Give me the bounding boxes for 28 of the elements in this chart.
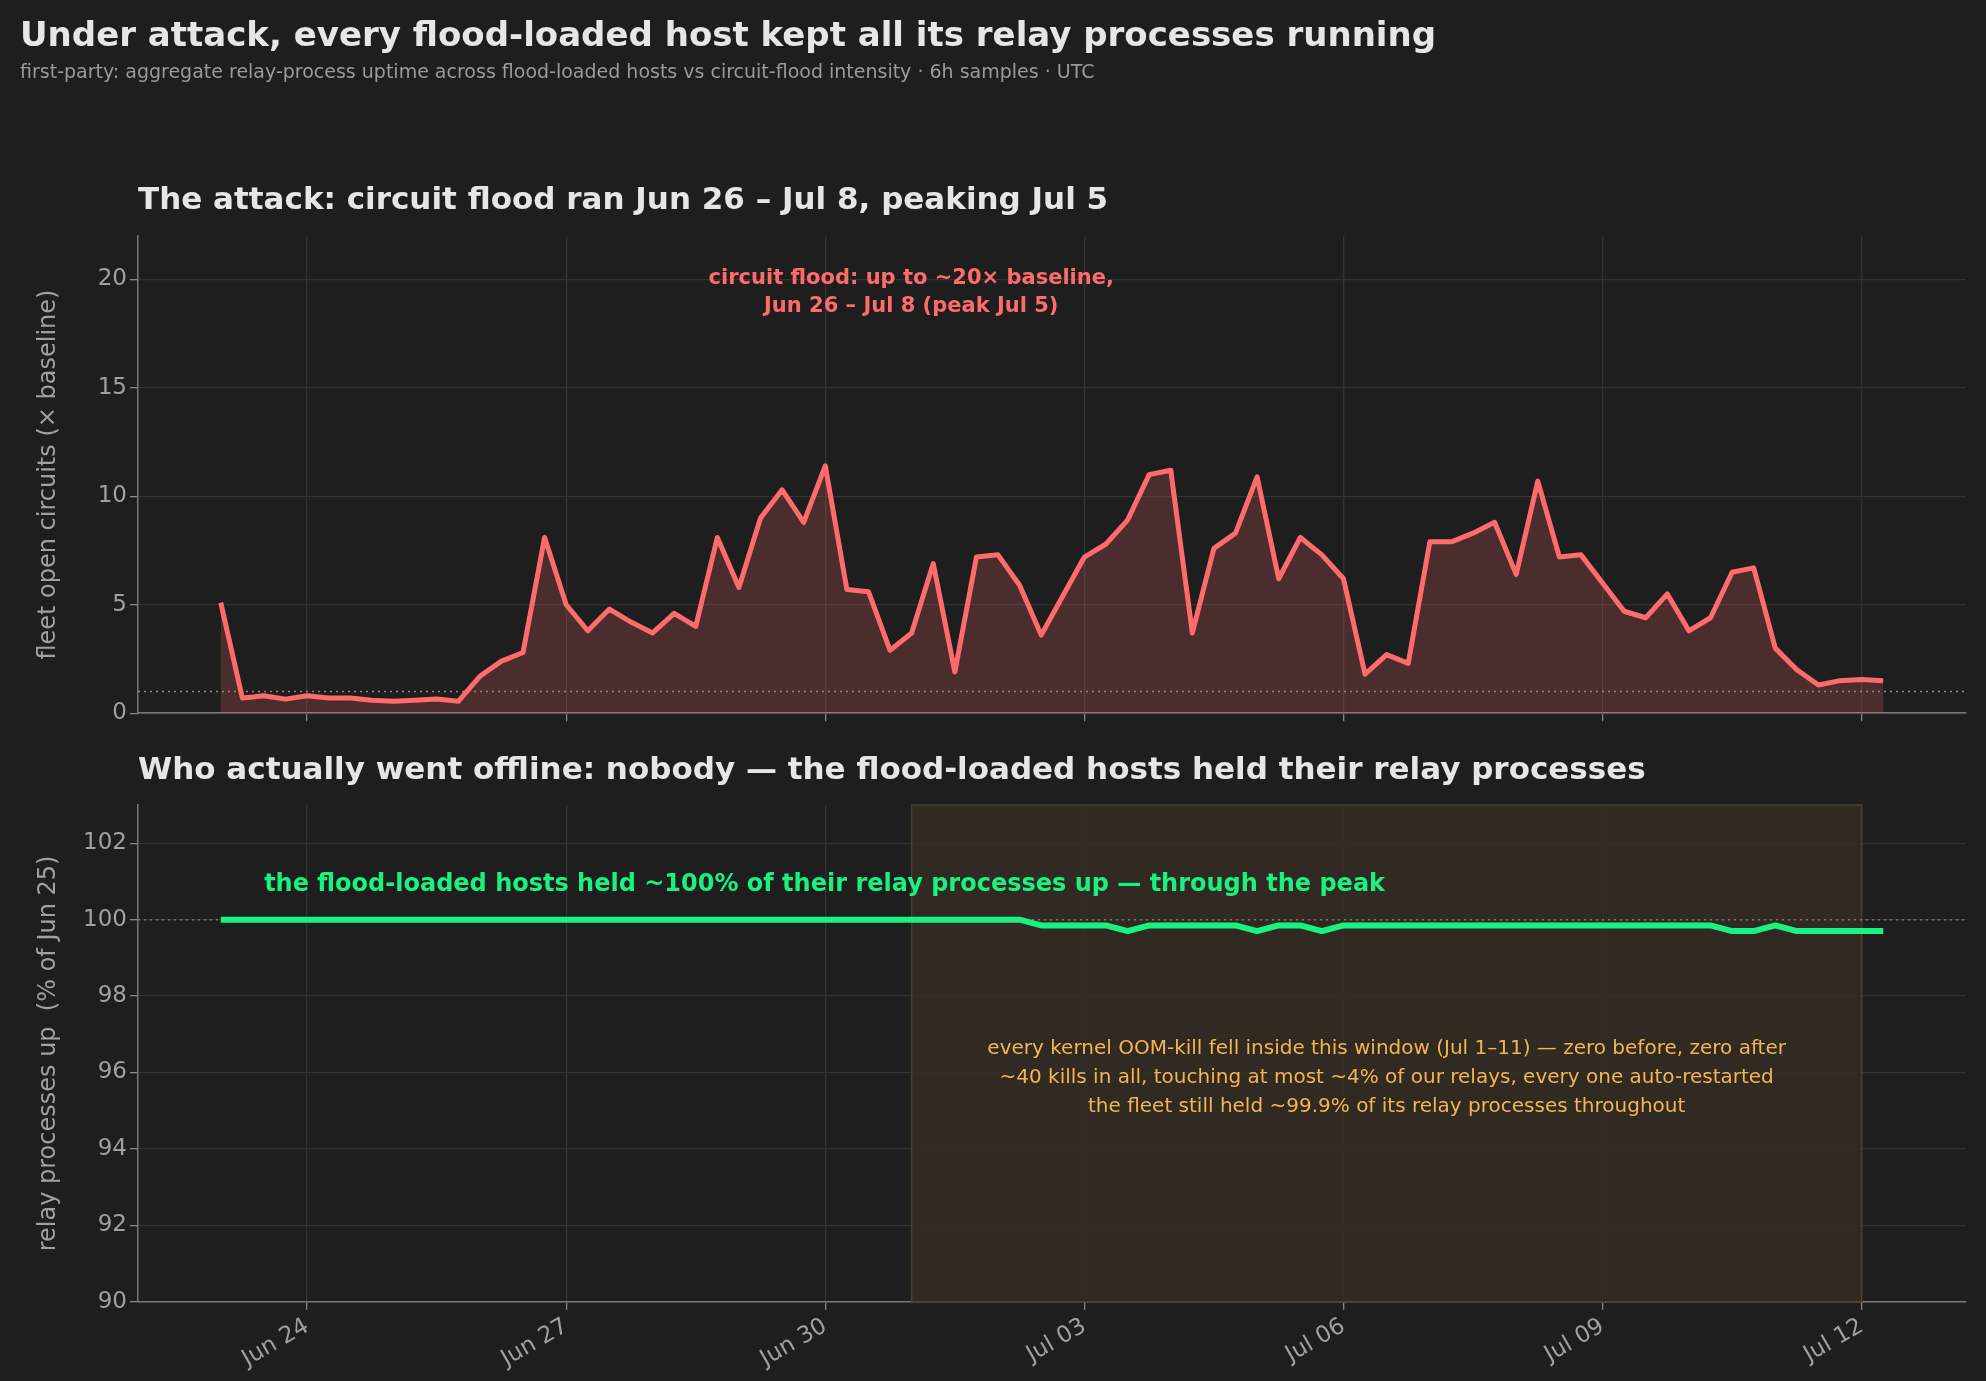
band-label: every kernel OOM-kill fell inside this window (Jul 1–11) — zero before, zero after ~40 kills in all, touching at most ~4% of our relays, every one auto-restarted the fleet still held ~99.9% of its relay processes throughout — [987, 1034, 1787, 1117]
y-tick-label: 10 — [97, 481, 127, 508]
y-tick-label: 96 — [97, 1057, 127, 1084]
y-tick-label: 94 — [97, 1133, 127, 1160]
y-tick-label: 100 — [83, 904, 127, 931]
y-tick-label: 15 — [97, 372, 127, 399]
chart-subtitle: first-party: aggregate relay-process uptime across flood-loaded hosts vs circuit-flood intensity · 6h samples · UTC — [20, 60, 1095, 82]
x-tick-label: Jul 12 — [1796, 1311, 1868, 1368]
y-tick-label: 98 — [97, 981, 127, 1008]
y-tick-label: 90 — [97, 1286, 127, 1313]
chart-title: Under attack, every flood-loaded host kept all its relay processes running — [20, 14, 1437, 54]
x-tick-label: Jul 09 — [1537, 1311, 1609, 1368]
x-tick-label: Jul 06 — [1278, 1311, 1349, 1368]
y-tick-label: 0 — [112, 698, 127, 725]
y-tick-label: 20 — [97, 264, 127, 291]
x-tick-label: Jun 24 — [235, 1311, 313, 1372]
annotation: the flood-loaded hosts held ~100% of their relay processes up — through the peak — [264, 868, 1387, 897]
y-tick-label: 5 — [112, 589, 127, 616]
x-tick-label: Jun 27 — [494, 1311, 572, 1372]
y-tick-label: 92 — [97, 1210, 127, 1237]
annotation: circuit flood: up to ~20× baseline, Jun 26 – Jul 8 (peak Jul 5) — [708, 265, 1114, 318]
text: The attack: circuit flood ran Jun 26 – Jul 8, peaking Jul 5 — [138, 180, 1109, 216]
x-tick-label: Jul 03 — [1019, 1311, 1090, 1368]
x-tick-label: Jun 30 — [753, 1311, 831, 1372]
y-axis-title: relay processes up (% of Jun 25) — [32, 855, 61, 1252]
chart-title: Who actually went offline: nobody — the flood-loaded hosts held their relay processes — [138, 750, 1646, 786]
y-axis-title: fleet open circuits (× baseline) — [32, 289, 61, 660]
y-tick-label: 102 — [83, 828, 127, 855]
